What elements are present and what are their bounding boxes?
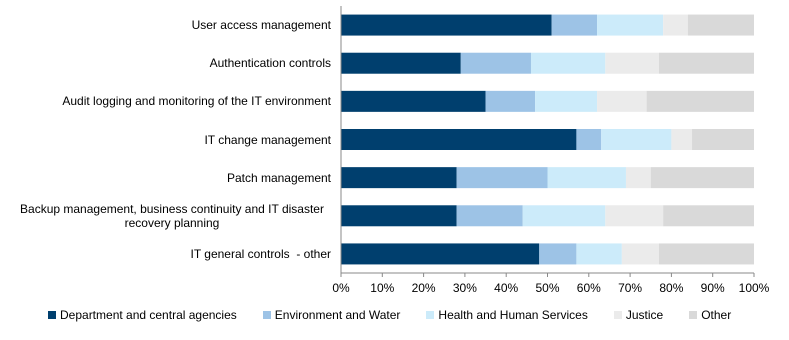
legend-swatch	[426, 311, 435, 319]
legend-label: Environment and Water	[274, 308, 401, 322]
legend-swatch	[689, 311, 698, 319]
bar-segment	[535, 90, 598, 112]
bar-segment	[576, 243, 622, 265]
legend-label: Department and central agencies	[60, 308, 237, 322]
legend-swatch	[262, 311, 271, 319]
bar-segment	[687, 14, 754, 36]
bar-segment	[530, 52, 606, 74]
bar-segment	[621, 243, 660, 265]
bar-segment	[341, 129, 577, 150]
category-label: Audit logging and monitoring of the IT e…	[62, 94, 331, 109]
legend-item: Other	[689, 308, 731, 322]
bar-segment	[646, 90, 754, 112]
bar-segment	[456, 205, 523, 227]
x-tick-label: 40%	[494, 281, 518, 295]
legend-swatch	[48, 311, 56, 319]
bar-segment	[456, 167, 548, 189]
bar-segment	[485, 90, 536, 112]
category-label: IT general controls - other	[190, 246, 331, 261]
legend-item: Environment and Water	[262, 308, 401, 322]
x-tick-label: 20%	[412, 281, 436, 295]
category-label: IT change management	[204, 132, 331, 147]
category-label: User access management	[191, 18, 331, 33]
legend-item: Justice	[613, 308, 664, 322]
bar-segment	[597, 90, 647, 112]
x-tick-label: 10%	[370, 281, 394, 295]
legend-label: Justice	[625, 308, 664, 322]
bar-segment	[663, 14, 688, 36]
bar-segment	[663, 205, 754, 227]
legend-item: Department and central agencies	[48, 308, 237, 322]
x-tick-label: 0%	[332, 281, 350, 295]
bar-segment	[692, 129, 754, 150]
x-tick-label: 70%	[618, 281, 642, 295]
bar-segment	[671, 129, 693, 150]
bar-segment	[601, 129, 672, 150]
bar-segment	[341, 14, 552, 36]
x-tick-label: 100%	[739, 281, 770, 295]
x-tick-label: 80%	[659, 281, 683, 295]
bar-segment	[341, 90, 486, 112]
bar-segment	[605, 205, 664, 227]
bar-segment	[659, 52, 754, 74]
legend-label: Health and Human Services	[438, 308, 588, 322]
x-tick-label: 50%	[535, 281, 559, 295]
category-label: Authentication controls	[209, 56, 331, 71]
x-tick-label: 60%	[577, 281, 601, 295]
legend-item: Health and Human Services	[426, 308, 588, 322]
bar-segment	[341, 243, 540, 265]
bar-segment	[659, 243, 754, 265]
legend-label: Other	[701, 308, 732, 322]
bar-segment	[522, 205, 606, 227]
bar-segment	[625, 167, 651, 189]
bar-segment	[341, 52, 461, 74]
bar-segment	[547, 167, 626, 189]
x-tick-label: 30%	[453, 281, 477, 295]
bar-segment	[650, 167, 754, 189]
legend: Department and central agencies Environme…	[48, 308, 731, 322]
category-label: Patch management	[226, 170, 331, 185]
legend-swatch	[613, 311, 622, 319]
bar-segment	[460, 52, 531, 74]
bar-segment	[341, 205, 457, 227]
bar-segment	[551, 14, 598, 36]
x-tick-label: 90%	[701, 281, 725, 295]
bar-segment	[605, 52, 660, 74]
bar-segment	[539, 243, 577, 265]
bar-segment	[341, 167, 457, 189]
bar-segment	[597, 14, 664, 36]
category-label: Backup management, business continuity a…	[20, 201, 328, 230]
bar-segment	[576, 129, 602, 150]
